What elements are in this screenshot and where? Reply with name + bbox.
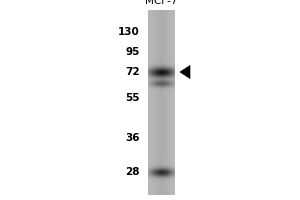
Text: 95: 95	[126, 47, 140, 57]
Text: 55: 55	[125, 93, 140, 103]
Text: 28: 28	[125, 167, 140, 177]
Text: 72: 72	[125, 67, 140, 77]
Polygon shape	[180, 66, 190, 78]
Text: 130: 130	[118, 27, 140, 37]
Text: 36: 36	[125, 133, 140, 143]
Text: MCF-7: MCF-7	[145, 0, 177, 6]
